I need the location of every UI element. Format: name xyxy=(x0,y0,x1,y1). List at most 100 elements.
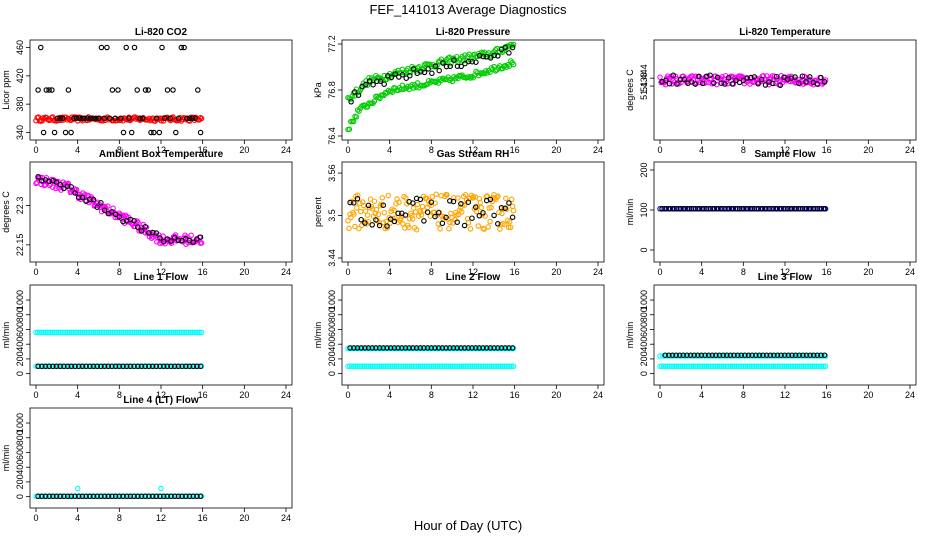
data-point xyxy=(53,493,60,500)
data-point xyxy=(391,207,397,214)
data-point xyxy=(120,363,126,370)
data-point xyxy=(789,352,795,358)
data-point xyxy=(699,206,706,212)
y-tick-label: 3.44 xyxy=(327,249,337,267)
data-point xyxy=(36,329,43,336)
data-point xyxy=(657,353,663,359)
x-tick-label: 8 xyxy=(429,390,434,400)
data-point xyxy=(488,363,495,370)
data-point xyxy=(75,363,82,370)
data-point xyxy=(749,352,755,358)
data-point xyxy=(101,493,108,500)
x-tick-label: 12 xyxy=(468,390,478,400)
data-point xyxy=(59,329,65,336)
data-point xyxy=(360,363,366,370)
data-point xyxy=(68,129,74,136)
data-point xyxy=(509,345,516,351)
data-point xyxy=(507,224,514,230)
data-point xyxy=(49,87,55,93)
data-point xyxy=(506,218,513,225)
data-point xyxy=(677,206,684,212)
data-point xyxy=(432,213,438,220)
data-point xyxy=(123,363,130,370)
data-point xyxy=(53,185,59,192)
data-point xyxy=(190,493,196,500)
data-point xyxy=(454,219,460,225)
data-point xyxy=(358,363,364,370)
data-point xyxy=(502,345,508,351)
x-tick-label: 24 xyxy=(905,145,915,155)
data-point xyxy=(785,352,792,358)
data-point xyxy=(787,363,794,370)
data-point xyxy=(180,329,186,336)
data-point xyxy=(148,129,154,136)
data-point xyxy=(120,493,126,500)
data-point xyxy=(747,206,754,212)
y-tick-label: 1000 xyxy=(327,290,337,310)
data-point xyxy=(68,493,75,500)
data-point xyxy=(813,363,820,370)
y-tick-label: 600 xyxy=(639,322,649,337)
data-point xyxy=(131,218,137,224)
data-point xyxy=(395,345,401,351)
data-point xyxy=(748,363,754,370)
data-series xyxy=(345,191,517,233)
data-point xyxy=(478,204,485,211)
data-point xyxy=(158,485,164,492)
data-point xyxy=(499,49,506,55)
data-point xyxy=(436,67,442,74)
data-point xyxy=(800,363,807,370)
data-point xyxy=(384,363,390,370)
data-point xyxy=(403,75,409,81)
data-point xyxy=(685,363,691,370)
x-tick-label: 4 xyxy=(387,390,392,400)
y-tick-label: 400 xyxy=(15,337,25,352)
data-point xyxy=(358,216,364,223)
data-point xyxy=(684,352,690,358)
data-point xyxy=(167,329,173,336)
data-point xyxy=(443,214,449,221)
data-point xyxy=(817,363,823,370)
data-point xyxy=(428,363,435,370)
data-point xyxy=(190,363,196,370)
data-point xyxy=(666,80,673,87)
data-point xyxy=(164,363,171,370)
data-point xyxy=(735,363,741,370)
data-point xyxy=(35,329,41,336)
data-point xyxy=(505,61,511,68)
data-point xyxy=(90,363,97,370)
data-point xyxy=(424,209,431,215)
data-point xyxy=(377,78,384,84)
data-point xyxy=(432,363,439,370)
data-point xyxy=(447,63,453,70)
data-point xyxy=(465,345,472,351)
data-point xyxy=(510,41,517,48)
data-point xyxy=(454,345,460,351)
data-point xyxy=(443,63,450,70)
data-point xyxy=(480,345,486,351)
data-point xyxy=(458,345,464,351)
x-tick-label: 24 xyxy=(281,145,291,155)
data-point xyxy=(448,60,454,67)
x-tick-label: 12 xyxy=(780,145,790,155)
data-point xyxy=(98,329,104,336)
x-tick-label: 8 xyxy=(429,267,434,277)
data-point xyxy=(396,199,402,206)
data-point xyxy=(821,79,828,85)
data-point xyxy=(354,205,360,211)
data-point xyxy=(194,493,200,500)
data-point xyxy=(391,218,398,225)
data-point xyxy=(506,50,512,56)
data-point xyxy=(55,363,62,370)
data-series xyxy=(657,72,829,88)
data-point xyxy=(345,363,351,370)
data-point xyxy=(62,129,69,136)
data-point xyxy=(772,363,779,370)
data-point xyxy=(174,329,181,336)
data-point xyxy=(818,74,824,81)
data-point xyxy=(357,208,364,215)
data-point xyxy=(175,493,182,500)
data-point xyxy=(413,345,420,351)
data-point xyxy=(421,218,427,224)
data-point xyxy=(506,345,512,351)
